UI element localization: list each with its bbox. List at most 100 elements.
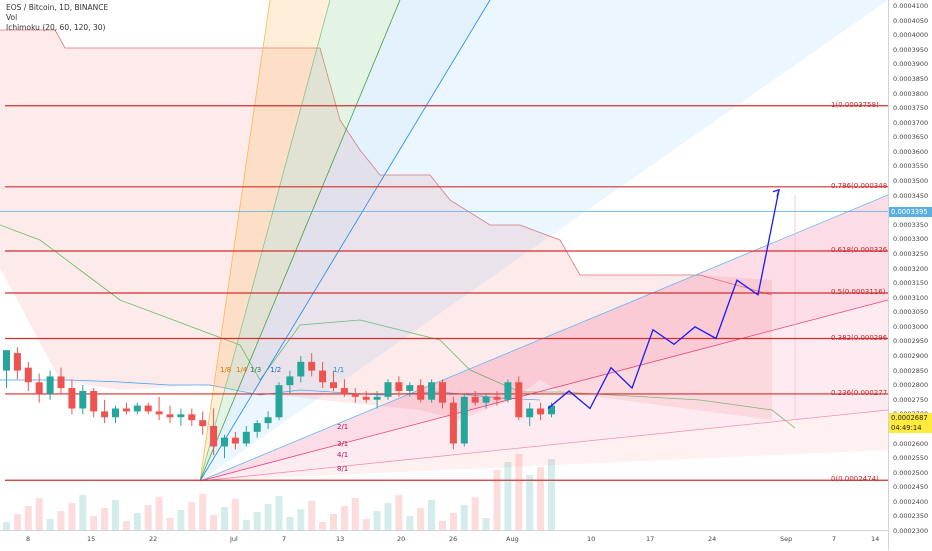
volume-bar-14 (155, 497, 163, 530)
volume-bar-38 (417, 508, 425, 530)
candle-body-22 (242, 431, 250, 444)
time-tick-11: 24 (708, 535, 717, 543)
fib-label-1: 0.786(0.000348 (831, 181, 888, 190)
gann-fan-label-1: 1/4 (236, 366, 248, 374)
gann-fan-label-3: 1/2 (270, 366, 282, 374)
candle-body-50 (548, 405, 555, 415)
fib-label-4: 0.382(0.000296 (831, 333, 888, 342)
volume-bar-16 (177, 510, 185, 530)
volume-bar-24 (264, 504, 272, 530)
candle-body-47 (515, 382, 523, 418)
volume-bar-1 (13, 514, 21, 530)
time-tick-5: 13 (336, 535, 345, 543)
price-tick-4: 0.0003900 (893, 60, 929, 69)
volume-bar-41 (449, 513, 457, 530)
fan-line-3-1 (199, 409, 888, 482)
price-axis[interactable]: 0.0004100 0.0004050 0.0004000 0.0003950 0.00… (888, 0, 932, 550)
price-tick-11: 0.0003550 (893, 162, 929, 171)
fan-line-2-1 (199, 299, 888, 482)
candle-body-40 (439, 382, 446, 403)
price-tick-25: 0.0002850 (893, 366, 929, 375)
fib-label-6: 0(0.0002474) (831, 475, 879, 484)
price-tick-30: 0.0002600 (893, 439, 929, 448)
price-tick-7: 0.0003750 (893, 104, 929, 113)
candle-body-14 (155, 411, 163, 415)
price-tick-21: 0.0003050 (893, 308, 929, 317)
time-tick-0: 8 (26, 535, 31, 543)
volume-bar-45 (493, 470, 501, 530)
candle-body-44 (482, 396, 490, 403)
volume-bar-27 (297, 509, 305, 530)
price-tick-19: 0.0003150 (893, 279, 929, 288)
candle-body-32 (351, 393, 359, 397)
projection-arrowhead (772, 188, 780, 197)
price-tick-5: 0.0003850 (893, 74, 929, 83)
volume-bar-21 (231, 499, 239, 530)
time-tick-6: 20 (397, 535, 406, 543)
fan-line-1-4 (199, 0, 331, 482)
price-tick-24: 0.0002900 (893, 352, 929, 360)
chart-canvas[interactable] (0, 0, 888, 530)
candle-body-24 (264, 417, 272, 424)
volume-bar-32 (351, 498, 359, 530)
candle-body-41 (449, 402, 457, 444)
candle-body-46 (504, 382, 512, 400)
candle-body-43 (471, 396, 479, 403)
candle-body-0 (3, 350, 10, 371)
candle-body-1 (13, 353, 21, 371)
fib-label-2: 0.618(0.000326 (831, 246, 888, 254)
vol-indicator-label[interactable]: Vol (6, 13, 18, 22)
volume-bar-8 (90, 516, 98, 530)
volume-bar-47 (515, 454, 523, 530)
ichimoku-indicator-label[interactable]: Ichimoku (20, 60, 120, 30) (6, 23, 106, 32)
volume-bar-35 (384, 503, 392, 530)
candle-body-17 (188, 414, 196, 421)
ichimoku-cloud-red (0, 30, 772, 420)
time-axis[interactable]: 8 15 22 Jul 7 13 20 26 Aug 10 17 24 Sep 7 14 (0, 530, 888, 551)
gann-fan-label-8: 8/1 (337, 465, 349, 473)
chart-pane[interactable]: EOS / Bitcoin, 1D, BINANCE Vol Ichimoku … (0, 0, 888, 530)
price-tick-26: 0.0002800 (893, 381, 929, 390)
candle-body-6 (68, 388, 76, 409)
fan-sector-1-2 (200, 0, 888, 481)
candle-body-3 (35, 382, 43, 394)
volume-bar-33 (362, 519, 370, 530)
time-tick-4: 7 (282, 535, 287, 543)
volume-bar-5 (57, 511, 65, 530)
price-tick-8: 0.0003700 (893, 118, 929, 127)
price-tick-33: 0.0002450 (893, 483, 929, 492)
volume-bar-50 (548, 459, 555, 530)
price-tick-9: 0.0003650 (893, 133, 929, 142)
volume-bar-36 (395, 495, 403, 530)
symbol-title[interactable]: EOS / Bitcoin, 1D, BINANCE (6, 3, 109, 12)
volume-bar-30 (330, 514, 337, 530)
candle-body-5 (57, 376, 65, 389)
candle-body-36 (395, 382, 403, 391)
volume-bar-23 (253, 512, 261, 530)
candle-body-30 (330, 382, 337, 389)
candle-body-13 (144, 405, 152, 412)
fib-label-3: 0.5(0.0003116) (831, 288, 886, 296)
volume-bar-42 (460, 505, 468, 530)
candle-body-12 (133, 405, 141, 412)
fan-line-1-3 (199, 0, 401, 482)
candle-body-18 (199, 420, 207, 426)
volume-bar-4 (46, 519, 54, 530)
candle-body-48 (526, 408, 534, 418)
volume-bar-17 (188, 502, 196, 530)
volume-bar-0 (3, 522, 10, 530)
volume-bar-26 (286, 517, 294, 530)
gann-fan-label-7: 4/1 (337, 451, 349, 459)
candle-body-20 (221, 437, 228, 447)
price-tick-18: 0.0003200 (893, 264, 929, 273)
time-tick-2: 22 (149, 535, 158, 543)
volume-bar-28 (308, 501, 316, 530)
volume-bar-22 (242, 520, 250, 530)
volume-bar-13 (144, 505, 152, 530)
volume-bar-44 (482, 518, 490, 530)
candle-body-8 (90, 391, 98, 412)
time-tick-14: 14 (871, 535, 880, 543)
candle-body-49 (537, 408, 545, 415)
candle-body-33 (362, 396, 370, 400)
price-tick-23: 0.0002950 (893, 337, 929, 346)
